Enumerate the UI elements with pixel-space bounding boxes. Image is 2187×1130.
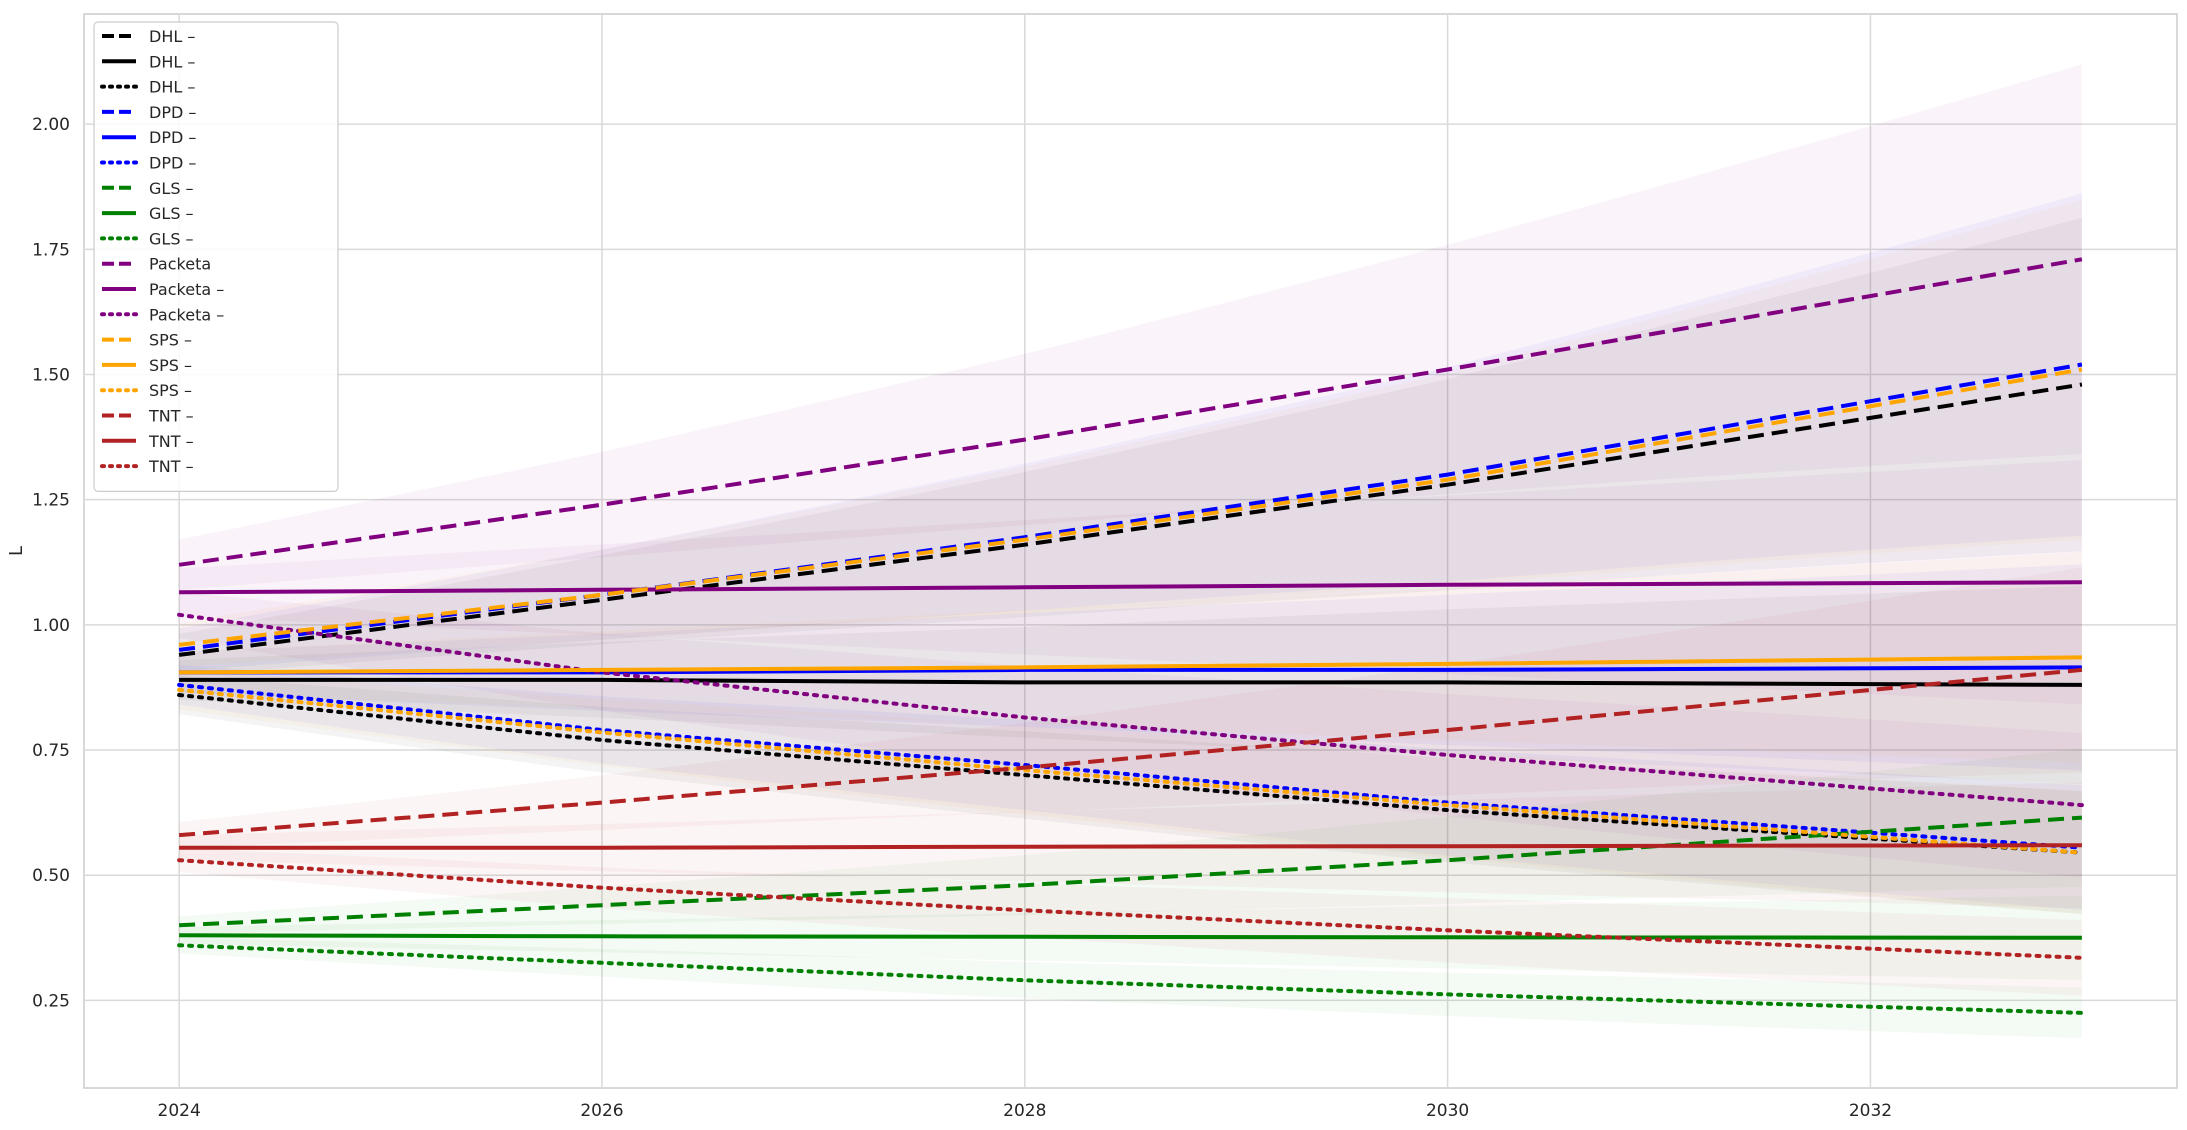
spread-band-17 — [179, 848, 2082, 996]
y-tick-label: 1.25 — [32, 491, 70, 511]
legend-label-10: Packeta – — [149, 280, 224, 299]
spread-band-1 — [179, 585, 2082, 785]
spread-band-8 — [179, 937, 2082, 1039]
y-tick-label: 0.50 — [32, 866, 70, 886]
spread-band-15 — [179, 567, 2082, 849]
legend-label-0: DHL – — [149, 27, 195, 46]
spread-band-14 — [179, 670, 2082, 915]
legend-label-16: TNT – — [148, 432, 194, 451]
y-tick-label: 1.75 — [32, 240, 70, 260]
grid-lines — [84, 14, 2177, 1088]
series-line-10 — [179, 580, 2082, 595]
series-line-13 — [179, 655, 2082, 675]
series-line-2 — [177, 693, 2084, 855]
series-line-1 — [179, 677, 2082, 687]
series-line-11 — [177, 612, 2084, 808]
y-tick-label: 2.00 — [32, 115, 70, 135]
legend-label-8: GLS – — [149, 229, 194, 248]
series-line-17 — [177, 858, 2084, 960]
series-line-6 — [179, 815, 2083, 928]
legend-label-7: GLS – — [149, 204, 194, 223]
spread-band-12 — [179, 199, 2082, 667]
legend-label-15: TNT – — [148, 407, 194, 426]
y-tick-label: 1.50 — [32, 366, 70, 386]
x-tick-label: 2026 — [580, 1101, 623, 1121]
series-line-16 — [179, 843, 2082, 850]
series-line-14 — [177, 687, 2084, 855]
x-tick-label: 2030 — [1426, 1101, 1469, 1121]
legend-label-9: Packeta — [149, 255, 211, 274]
spread-band-13 — [179, 552, 2082, 763]
legend-label-11: Packeta – — [149, 305, 224, 324]
series-line-8 — [177, 943, 2084, 1015]
y-tick-label: 0.25 — [32, 991, 70, 1011]
spread-band-0 — [179, 217, 2082, 677]
series-line-7 — [179, 933, 2082, 940]
legend-label-12: SPS – — [149, 331, 192, 350]
legend-label-3: DPD – — [149, 103, 196, 122]
plot-area — [83, 13, 2178, 1089]
y-axis-label: L — [6, 546, 27, 556]
legend-label-4: DPD – — [149, 128, 196, 147]
legend-label-5: DPD – — [149, 154, 196, 173]
y-tick-label: 1.00 — [32, 616, 70, 636]
x-axis-ticks: 2024 2026 2028 2030 2032 — [158, 1101, 1893, 1121]
legend-label-6: GLS – — [149, 179, 194, 198]
series-line-5 — [177, 682, 2084, 850]
legend: DHL – DHL – DHL – DPD – DPD – DPD – GLS – GLS –… — [93, 21, 339, 492]
spread-band-3 — [179, 193, 2082, 672]
series-line-0 — [178, 382, 2083, 657]
series-line-12 — [178, 367, 2083, 647]
y-tick-label: 0.75 — [32, 741, 70, 761]
x-tick-label: 2024 — [158, 1101, 201, 1121]
series-lines — [177, 257, 2084, 1015]
legend-label-13: SPS – — [149, 356, 192, 375]
legend-label-17: TNT – — [148, 457, 194, 476]
legend-label-2: DHL – — [149, 78, 195, 97]
x-tick-label: 2032 — [1849, 1101, 1892, 1121]
series-line-3 — [178, 362, 2083, 652]
y-axis-ticks: 0.25 0.50 0.75 1.00 1.25 1.50 1.75 2.00 — [32, 115, 70, 1011]
spread-band-10 — [179, 460, 2082, 705]
legend-frame — [93, 21, 339, 492]
legend-label-1: DHL – — [149, 52, 195, 71]
spread-band-6 — [179, 748, 2082, 935]
spread-band-11 — [179, 591, 2082, 878]
x-tick-label: 2028 — [1003, 1101, 1046, 1121]
series-line-9 — [178, 257, 2083, 567]
series-line-15 — [178, 667, 2083, 838]
legend-label-14: SPS – — [149, 381, 192, 400]
